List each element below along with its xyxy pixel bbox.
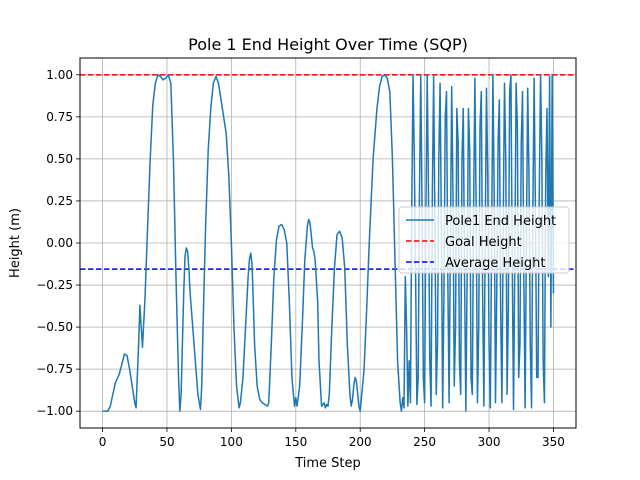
legend-label-goal: Goal Height <box>445 235 522 250</box>
y-tick-label: 1.00 <box>46 68 73 82</box>
series-layer <box>102 74 555 412</box>
y-tick-label: 0.50 <box>46 152 73 166</box>
legend: Pole1 End Height Goal Height Average Hei… <box>398 206 570 274</box>
x-tick-label: 50 <box>159 435 174 449</box>
x-tick-label: 250 <box>413 435 436 449</box>
y-tick-label: 0.00 <box>46 236 73 250</box>
x-tick-label: 100 <box>220 435 243 449</box>
axis-ticks: 0 50 100 150 200 250 300 350 −1.00 −0.75 −0.50 −0.2… <box>36 68 565 449</box>
y-tick-label: −1.00 <box>36 404 73 418</box>
y-tick-label: −0.25 <box>36 278 73 292</box>
y-axis-label: Height (m) <box>8 208 23 278</box>
y-tick-label: −0.50 <box>36 320 73 334</box>
legend-label-average: Average Height <box>445 256 546 271</box>
legend-box <box>398 206 570 274</box>
legend-label-pole1: Pole1 End Height <box>445 214 556 229</box>
x-tick-label: 300 <box>478 435 501 449</box>
x-tick-label: 200 <box>349 435 372 449</box>
y-tick-label: 0.75 <box>46 110 73 124</box>
x-tick-label: 350 <box>542 435 565 449</box>
x-axis-label: Time Step <box>294 456 361 471</box>
y-tick-label: 0.25 <box>46 194 73 208</box>
x-tick-label: 0 <box>99 435 107 449</box>
chart-title: Pole 1 End Height Over Time (SQP) <box>188 35 468 54</box>
x-tick-label: 150 <box>284 435 307 449</box>
grid <box>80 58 576 428</box>
y-tick-label: −0.75 <box>36 362 73 376</box>
series-line-pole1-end-height <box>102 74 555 412</box>
